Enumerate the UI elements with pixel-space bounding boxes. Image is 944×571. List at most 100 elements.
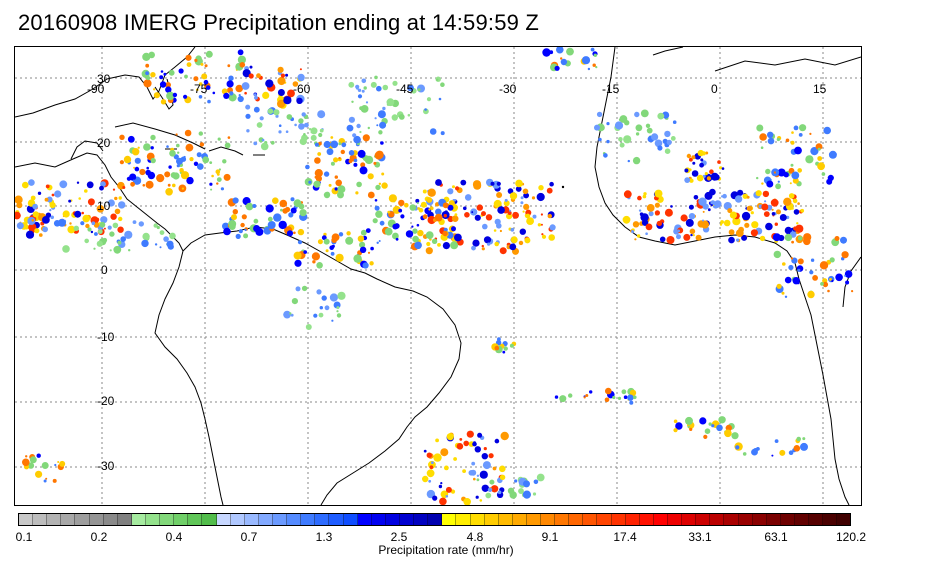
- precip-cell: [689, 178, 694, 183]
- precip-cell: [175, 133, 178, 136]
- precip-cell: [91, 221, 96, 225]
- precip-cell: [771, 208, 774, 211]
- precip-cell: [538, 185, 544, 191]
- precip-cell: [471, 461, 476, 466]
- precip-cell: [472, 180, 482, 189]
- precip-cell: [760, 146, 764, 149]
- colorbar-swatch: [371, 514, 386, 525]
- precip-cell: [481, 484, 489, 492]
- precip-cell: [409, 204, 417, 211]
- precip-cell: [793, 125, 799, 131]
- colorbar-swatch: [583, 514, 598, 525]
- precip-cell: [426, 97, 432, 102]
- precip-cell: [34, 228, 40, 234]
- precip-cell: [428, 479, 432, 483]
- precip-cell: [746, 195, 750, 199]
- precip-cell: [209, 161, 213, 164]
- precip-cell: [422, 214, 428, 220]
- precip-cell: [132, 220, 137, 225]
- precip-cell: [721, 167, 725, 170]
- precip-cell: [711, 424, 715, 428]
- precip-cell: [494, 345, 500, 351]
- precip-cell: [631, 230, 635, 233]
- precip-cell: [750, 229, 759, 237]
- precip-cell: [118, 216, 123, 222]
- precip-cell: [139, 168, 146, 176]
- precip-cell: [398, 208, 403, 213]
- precip-cell: [164, 171, 171, 178]
- precip-cell: [763, 211, 770, 218]
- precip-cell: [791, 240, 794, 244]
- precip-cell: [62, 210, 70, 218]
- precip-cell: [536, 192, 545, 202]
- precip-cell: [629, 400, 634, 405]
- precip-cell: [166, 240, 174, 248]
- lat-label-20n: 20: [97, 136, 111, 150]
- precip-cell: [519, 228, 526, 235]
- precip-cell: [654, 189, 663, 198]
- precip-cell: [444, 210, 448, 214]
- colorbar-swatch: [625, 514, 640, 525]
- precip-cell: [476, 478, 480, 482]
- precip-cell: [93, 222, 100, 228]
- precip-cell: [356, 181, 362, 188]
- precip-cell: [240, 222, 245, 228]
- precip-cell: [290, 207, 297, 214]
- precip-cell: [606, 122, 610, 126]
- precip-cell: [323, 238, 330, 245]
- precip-cell: [702, 174, 706, 178]
- precip-cell: [512, 211, 519, 219]
- precip-cell: [474, 214, 481, 221]
- precip-cell: [735, 445, 740, 450]
- precip-cell: [96, 240, 103, 247]
- precip-cell: [329, 293, 338, 302]
- precip-cell: [444, 465, 449, 471]
- precip-cell: [145, 180, 154, 189]
- colorbar-swatch: [724, 514, 739, 525]
- precip-cell: [783, 197, 792, 206]
- precip-cell: [376, 241, 379, 244]
- precip-cell: [463, 440, 470, 447]
- precip-cell: [107, 225, 112, 230]
- precip-cell: [549, 224, 556, 231]
- precip-cell: [695, 234, 702, 241]
- precip-cell: [172, 172, 180, 180]
- precip-cell: [102, 237, 108, 243]
- precip-cell: [568, 393, 573, 398]
- precip-cell: [640, 109, 649, 118]
- precip-cell: [532, 214, 537, 219]
- precip-cell: [502, 350, 506, 354]
- precip-cell: [844, 274, 847, 277]
- precip-cell: [581, 56, 591, 65]
- precip-cell: [196, 88, 199, 92]
- colorbar-tick: 17.4: [613, 530, 637, 544]
- precip-cell: [160, 99, 167, 105]
- precip-cell: [520, 201, 524, 205]
- precip-cell: [675, 422, 683, 430]
- precip-cell: [44, 197, 49, 202]
- colorbar-swatch: [414, 514, 429, 525]
- precip-cell: [261, 138, 265, 142]
- precip-cell: [496, 192, 503, 198]
- precip-cell: [49, 209, 52, 212]
- precip-cell: [138, 221, 144, 227]
- lat-label-30s: -30: [97, 459, 115, 473]
- colorbar-swatch: [555, 514, 570, 525]
- precip-cell: [178, 68, 184, 74]
- precip-cell: [746, 205, 753, 212]
- precip-cell: [159, 230, 165, 236]
- precip-cell: [488, 453, 494, 459]
- precip-cell: [736, 238, 740, 242]
- precip-cell: [428, 208, 431, 211]
- precip-cell: [828, 150, 837, 159]
- precip-cell: [762, 190, 770, 198]
- precip-cell: [305, 324, 312, 330]
- precip-cell: [773, 250, 781, 259]
- precip-cell: [645, 223, 653, 231]
- precip-cell: [359, 246, 367, 253]
- precip-cell: [525, 213, 531, 219]
- precip-cell: [331, 237, 338, 244]
- precip-cell: [427, 215, 436, 225]
- precip-cell: [277, 99, 286, 108]
- precip-cell: [254, 95, 258, 100]
